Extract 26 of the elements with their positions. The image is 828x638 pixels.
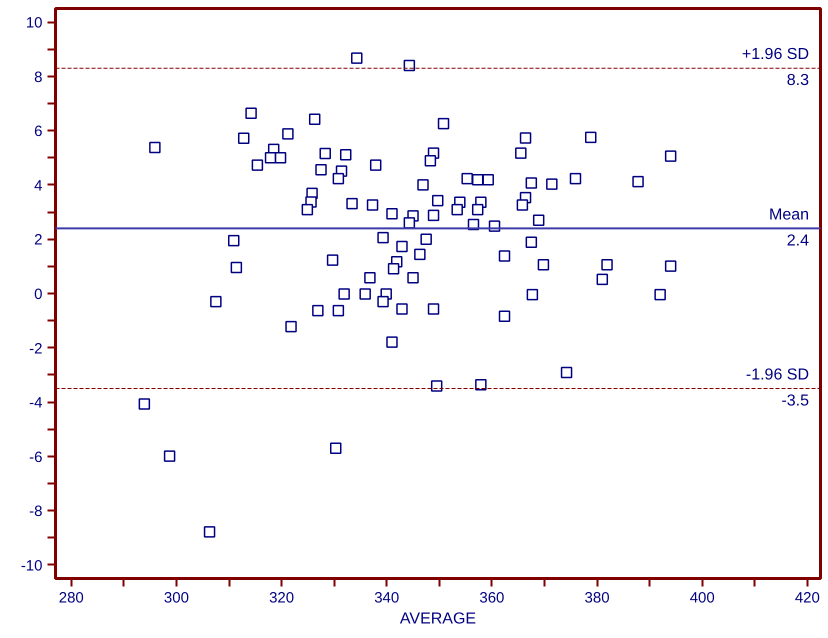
x-tick-label: 340 <box>374 590 400 606</box>
annotation: 8.3 <box>786 72 810 90</box>
y-tick-label: -10 <box>20 557 43 574</box>
x-tick-label: 420 <box>794 590 820 606</box>
ref-line-label: -1.96 SD <box>746 366 810 384</box>
y-tick-label: 4 <box>34 177 42 194</box>
y-tick-label: 6 <box>34 123 42 140</box>
x-tick-label: 360 <box>479 590 504 606</box>
y-tick-label: -6 <box>29 448 43 466</box>
y-tick-label: 10 <box>26 14 43 32</box>
x-tick-label: 380 <box>584 590 610 606</box>
ref-line-label: Mean <box>769 206 810 224</box>
y-tick-label: 0 <box>34 286 42 303</box>
y-tick-label: 2 <box>34 232 42 249</box>
x-tick-label: 280 <box>58 590 84 606</box>
annotation: 2.4 <box>786 232 810 250</box>
x-axis-title: AVERAGE <box>400 610 476 628</box>
ref-line-label: +1.96 SD <box>742 46 810 64</box>
y-tick-label: 8 <box>34 68 42 86</box>
y-tick-label: -8 <box>29 503 43 520</box>
y-tick-label: -2 <box>29 340 43 358</box>
x-tick-label: 400 <box>690 590 715 606</box>
x-tick-label: 320 <box>269 590 294 606</box>
x-tick-label: 300 <box>164 590 189 606</box>
annotation: -3.5 <box>781 392 810 410</box>
y-tick-label: -4 <box>29 394 43 412</box>
